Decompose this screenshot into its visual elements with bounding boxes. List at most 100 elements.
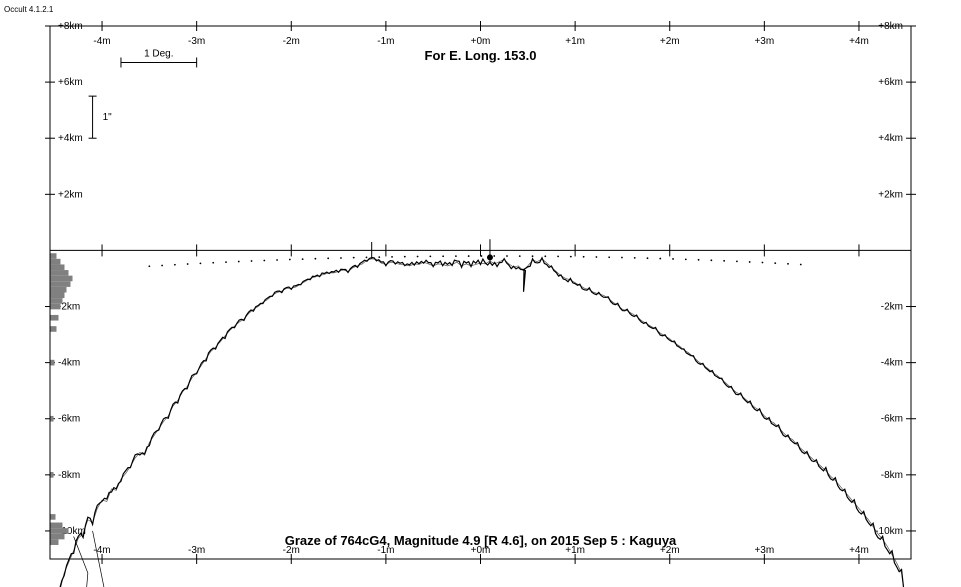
dotted-arc-point [148,265,150,267]
histogram-bar [51,360,55,366]
dotted-arc-point [200,262,202,264]
histogram-bar [51,253,57,259]
dotted-arc-point [161,265,163,267]
chart-title: For E. Long. 153.0 [425,48,537,63]
dotted-arc-point [251,260,253,262]
dotted-arc-point [659,258,661,260]
dotted-arc-point [762,262,764,264]
histogram-bar [51,514,56,520]
dotted-arc-point [800,264,802,266]
dotted-arc-point [327,257,329,259]
dotted-arc-point [289,259,291,261]
x-top-tick-label: +3m [754,36,774,47]
histogram-bar [51,276,73,282]
y-tick-label: -8km [881,470,903,481]
histogram-bar [51,293,65,299]
chart-subtitle: Graze of 764cG4, Magnitude 4.9 [R 4.6], … [285,533,677,548]
x-top-tick-label: +0m [471,36,491,47]
dotted-arc-point [225,261,227,263]
x-top-tick-label: +4m [849,36,869,47]
dotted-arc-point [621,257,623,259]
y-tick-label: +2km [878,189,903,200]
dotted-arc-point [685,258,687,260]
dotted-arc-point [608,256,610,258]
dotted-arc-point [723,260,725,262]
x-top-tick-label: -2m [283,36,300,47]
y-tick-label: -4km [881,358,903,369]
y-tick-label: +4km [58,133,83,144]
y-tick-label: +8km [58,21,83,32]
degree-scale-label: 1 Deg. [144,48,173,59]
dotted-arc-point [417,256,419,258]
dotted-arc-point [314,258,316,260]
histogram-bar [51,264,65,270]
dotted-arc-point [647,257,649,259]
dotted-arc-point [442,255,444,257]
x-top-tick-label: -3m [188,36,205,47]
dotted-arc-point [710,259,712,261]
y-tick-label: -4km [58,358,80,369]
histogram-bar [51,326,57,332]
histogram-bar [51,298,63,304]
dotted-arc-point [583,256,585,258]
y-tick-label: +8km [878,21,903,32]
x-bottom-tick-label: +3m [754,545,774,556]
app-version-label: Occult 4.1.2.1 [4,5,53,14]
histogram-bar [51,528,69,534]
dotted-arc-point [353,257,355,259]
histogram-bar [51,416,54,422]
y-tick-label: +2km [58,189,83,200]
x-bottom-tick-label: -3m [188,545,205,556]
dotted-arc-point [174,264,176,266]
y-tick-label: -6km [58,414,80,425]
histogram-bar [51,534,65,540]
dotted-arc-point [557,256,559,258]
histogram-bar [51,472,54,478]
y-tick-label: -2km [881,302,903,313]
dotted-arc-point [187,263,189,265]
dotted-arc-point [366,256,368,258]
dotted-arc-point [263,260,265,262]
star-marker [487,254,493,260]
histogram-bar [51,281,71,287]
dotted-arc-point [634,257,636,259]
chart-container: Occult 4.1.2.1 +2km+2km+4km+4km+6km+6km+… [0,0,961,587]
x-top-tick-label: +1m [565,36,585,47]
dotted-arc-point [391,256,393,258]
histogram-bar [51,539,59,545]
histogram-bar [51,259,61,265]
histogram-bar [51,304,61,310]
dotted-arc-point [429,255,431,257]
y-tick-label: -6km [881,414,903,425]
histogram-bar [51,287,67,293]
dotted-arc-point [455,255,457,257]
dotted-arc-point [506,255,508,257]
dotted-arc-point [698,259,700,261]
profile-chart: +2km+2km+4km+4km+6km+6km+8km+8km-2km-2km… [0,0,961,587]
y-tick-label: +4km [878,133,903,144]
dotted-arc-point [340,257,342,259]
dotted-arc-point [238,261,240,263]
dotted-arc-point [596,256,598,258]
y-tick-label: +6km [58,77,83,88]
dotted-arc-point [736,260,738,262]
y-tick-label: +6km [878,77,903,88]
dotted-arc-point [481,255,483,257]
dotted-arc-point [212,262,214,264]
x-top-tick-label: +2m [660,36,680,47]
dotted-arc-point [468,255,470,257]
arcsec-scale-label: 1" [103,112,113,123]
dotted-arc-point [493,255,495,257]
dotted-arc-point [749,261,751,263]
histogram-bar [51,270,69,276]
dotted-arc-point [672,258,674,260]
dotted-arc-point [302,258,304,260]
y-tick-label: -8km [58,470,80,481]
dotted-arc-point [787,263,789,265]
dotted-arc-point [519,255,521,257]
dotted-arc-point [544,255,546,257]
dotted-arc-point [570,256,572,258]
x-bottom-tick-label: +4m [849,545,869,556]
dotted-arc-point [404,256,406,258]
histogram-bar [51,523,63,529]
